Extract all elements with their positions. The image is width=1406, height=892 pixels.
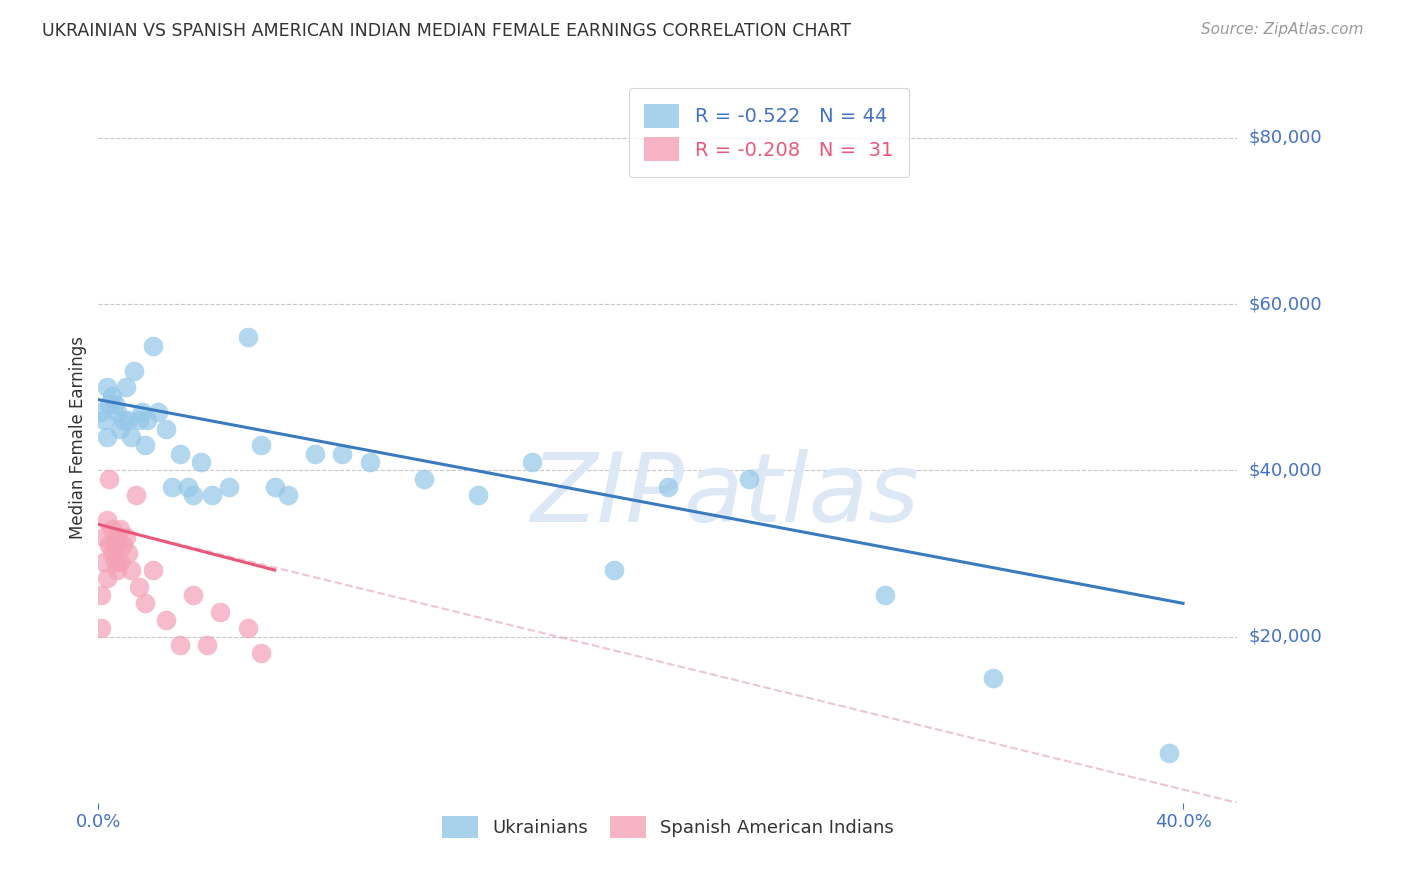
Point <box>98 538 121 552</box>
Text: $20,000: $20,000 <box>1249 628 1322 646</box>
Point <box>263 480 285 494</box>
Point <box>201 488 224 502</box>
Point <box>183 488 205 502</box>
Point <box>107 405 129 419</box>
Point <box>101 546 124 560</box>
Point <box>169 638 191 652</box>
Y-axis label: Median Female Earnings: Median Female Earnings <box>69 335 87 539</box>
Point <box>134 438 156 452</box>
Point <box>467 488 489 502</box>
Text: $80,000: $80,000 <box>1249 128 1322 147</box>
Point <box>104 555 127 569</box>
Text: $60,000: $60,000 <box>1249 295 1322 313</box>
Text: UKRAINIAN VS SPANISH AMERICAN INDIAN MEDIAN FEMALE EARNINGS CORRELATION CHART: UKRAINIAN VS SPANISH AMERICAN INDIAN MED… <box>42 22 851 40</box>
Point <box>98 397 121 411</box>
Point <box>236 330 259 344</box>
Point <box>108 422 131 436</box>
Text: $40,000: $40,000 <box>1249 461 1322 479</box>
Point <box>218 480 240 494</box>
Point <box>101 521 124 535</box>
Point <box>96 380 118 394</box>
Point <box>122 363 145 377</box>
Point <box>136 413 159 427</box>
Point <box>107 530 129 544</box>
Point <box>142 338 165 352</box>
Point <box>111 413 134 427</box>
Point <box>108 555 131 569</box>
Point <box>155 422 177 436</box>
Point <box>250 438 273 452</box>
Text: ZIPatlas: ZIPatlas <box>530 449 920 542</box>
Point <box>142 563 165 577</box>
Point <box>209 605 232 619</box>
Point <box>128 580 150 594</box>
Point <box>169 447 191 461</box>
Point <box>117 546 139 560</box>
Point <box>93 413 115 427</box>
Point <box>134 596 156 610</box>
Point <box>96 571 118 585</box>
Point <box>128 413 150 427</box>
Point <box>146 405 169 419</box>
Point <box>190 455 212 469</box>
Point <box>160 480 183 494</box>
Point <box>738 472 761 486</box>
Point <box>125 488 148 502</box>
Point <box>114 380 136 394</box>
Point <box>120 430 142 444</box>
Point <box>250 646 273 660</box>
Point <box>1159 746 1181 760</box>
Point <box>90 405 112 419</box>
Point <box>236 621 259 635</box>
Point <box>602 563 624 577</box>
Point <box>98 472 121 486</box>
Point <box>114 530 136 544</box>
Point <box>96 430 118 444</box>
Point <box>332 447 354 461</box>
Point <box>412 472 434 486</box>
Legend: Ukrainians, Spanish American Indians: Ukrainians, Spanish American Indians <box>434 808 901 845</box>
Point <box>90 621 112 635</box>
Text: Source: ZipAtlas.com: Source: ZipAtlas.com <box>1201 22 1364 37</box>
Point <box>981 671 1004 685</box>
Point <box>90 588 112 602</box>
Point <box>111 538 134 552</box>
Point <box>304 447 326 461</box>
Point <box>131 405 153 419</box>
Point <box>359 455 381 469</box>
Point <box>277 488 299 502</box>
Point <box>117 413 139 427</box>
Point <box>104 397 127 411</box>
Point <box>183 588 205 602</box>
Point <box>96 513 118 527</box>
Point <box>120 563 142 577</box>
Point <box>657 480 679 494</box>
Point <box>155 613 177 627</box>
Point <box>195 638 218 652</box>
Point <box>93 530 115 544</box>
Point <box>104 538 127 552</box>
Point <box>101 388 124 402</box>
Point <box>107 563 129 577</box>
Point <box>177 480 200 494</box>
Point <box>522 455 544 469</box>
Point <box>873 588 896 602</box>
Point <box>93 555 115 569</box>
Point <box>108 521 131 535</box>
